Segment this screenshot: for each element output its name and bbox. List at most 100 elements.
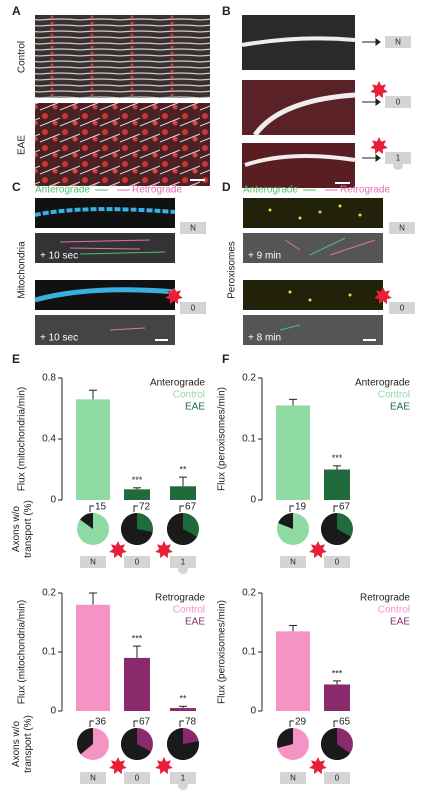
stage-box: [389, 302, 415, 314]
lesion-icon: [370, 137, 388, 155]
lesion-icon: [309, 541, 327, 559]
stage-label: 0: [335, 558, 340, 567]
pie-bracket: [289, 505, 294, 512]
significance: **: [179, 694, 187, 704]
pie-slice: [278, 513, 293, 529]
lesion-icon: [374, 287, 392, 305]
arrows: [362, 38, 381, 162]
chart-title: Retrograde: [360, 593, 410, 604]
stage-box: [124, 772, 150, 784]
pie-bracket: [89, 505, 94, 512]
image: [35, 315, 175, 345]
pie-bracket: [133, 505, 138, 512]
axon: [241, 36, 356, 47]
legend-text: Retrograde: [340, 185, 390, 196]
y-tick-label: 0.1: [242, 647, 256, 658]
legend-entry: Control: [378, 605, 410, 616]
legend-entry: EAE: [185, 617, 205, 628]
bar: [124, 657, 150, 711]
stage-box: [180, 302, 206, 314]
y-axis-label: Flux (mitochondria/min): [17, 600, 28, 704]
stage-label: 1: [181, 558, 186, 567]
y-tick-label: 0: [50, 495, 56, 506]
legend-entry: Control: [173, 390, 205, 401]
pie-label: 36: [95, 717, 107, 728]
legend-entry: EAE: [390, 402, 410, 413]
legend-text: Anterograde: [35, 185, 90, 196]
panel-label: E: [12, 352, 20, 366]
chart-title: Retrograde: [155, 593, 205, 604]
lesion-icon: [155, 541, 173, 559]
stage-box: [389, 222, 415, 234]
stage-box: [80, 772, 106, 784]
stage-box: [324, 772, 350, 784]
significance: **: [179, 465, 187, 475]
mito: [34, 207, 176, 217]
y-tick-label: 0: [250, 706, 256, 717]
image: [243, 233, 383, 263]
pie-label: 67: [139, 717, 151, 728]
stage-label: N: [399, 224, 405, 233]
significance: ***: [332, 453, 343, 463]
pie-slice: [276, 728, 293, 748]
significance: ***: [132, 475, 143, 485]
track: [79, 251, 166, 255]
bar: [124, 489, 150, 500]
pie-label: 19: [295, 502, 307, 513]
axon: [244, 154, 356, 167]
pie-label: 67: [339, 502, 351, 513]
pie-bracket: [179, 720, 184, 727]
pie-label: 78: [185, 717, 197, 728]
pie-label: 15: [95, 502, 107, 513]
stage-box: [280, 772, 306, 784]
pie-slice: [76, 728, 93, 755]
row-label: Control: [17, 41, 28, 73]
stage-label: N: [290, 558, 296, 567]
chart-title: Anterograde: [355, 378, 410, 389]
y-tick-label: 0: [50, 706, 56, 717]
pie-bracket: [179, 505, 184, 512]
stage-label: N: [190, 224, 196, 233]
image: [243, 315, 383, 345]
stage-box: [385, 36, 411, 48]
legend-entry: EAE: [185, 402, 205, 413]
pie-axis-label: Axons w/o transport (%): [11, 500, 34, 558]
y-tick-label: 0.2: [242, 373, 256, 384]
pie-slice: [167, 513, 198, 545]
pie-slice: [167, 728, 200, 761]
pie-axis-label: Axons w/o transport (%): [11, 715, 34, 773]
stage-label: 0: [335, 774, 340, 783]
y-tick-label: 0: [250, 495, 256, 506]
track: [109, 327, 146, 331]
image: [243, 280, 383, 310]
bar: [170, 708, 196, 711]
stage-label: 0: [191, 304, 196, 313]
pie-label: 65: [339, 717, 351, 728]
stage-label: 0: [135, 774, 140, 783]
stage-label: N: [395, 38, 401, 47]
track: [59, 239, 151, 250]
stage-box: [180, 222, 206, 234]
row-label: EAE: [17, 135, 28, 155]
bar: [76, 604, 110, 711]
y-axis-label: Flux (mitochondria/min): [17, 387, 28, 491]
stage-box: [385, 96, 411, 108]
lesion-icon: [155, 757, 173, 775]
pie-slice: [121, 728, 152, 760]
y-tick-label: 0.8: [42, 373, 56, 384]
stage-label: N: [290, 774, 296, 783]
significance: ***: [332, 668, 343, 678]
panel-label: C: [12, 180, 21, 194]
pie-slice: [320, 728, 350, 760]
lesion-icon: [309, 757, 327, 775]
stage-label: 0: [400, 304, 405, 313]
y-tick-label: 0.2: [42, 588, 56, 599]
stage-label: N: [90, 558, 96, 567]
pie-slice: [121, 513, 153, 546]
pie-bracket: [333, 505, 338, 512]
legend-entry: Control: [378, 390, 410, 401]
stage-box: [124, 556, 150, 568]
image: [35, 198, 175, 228]
